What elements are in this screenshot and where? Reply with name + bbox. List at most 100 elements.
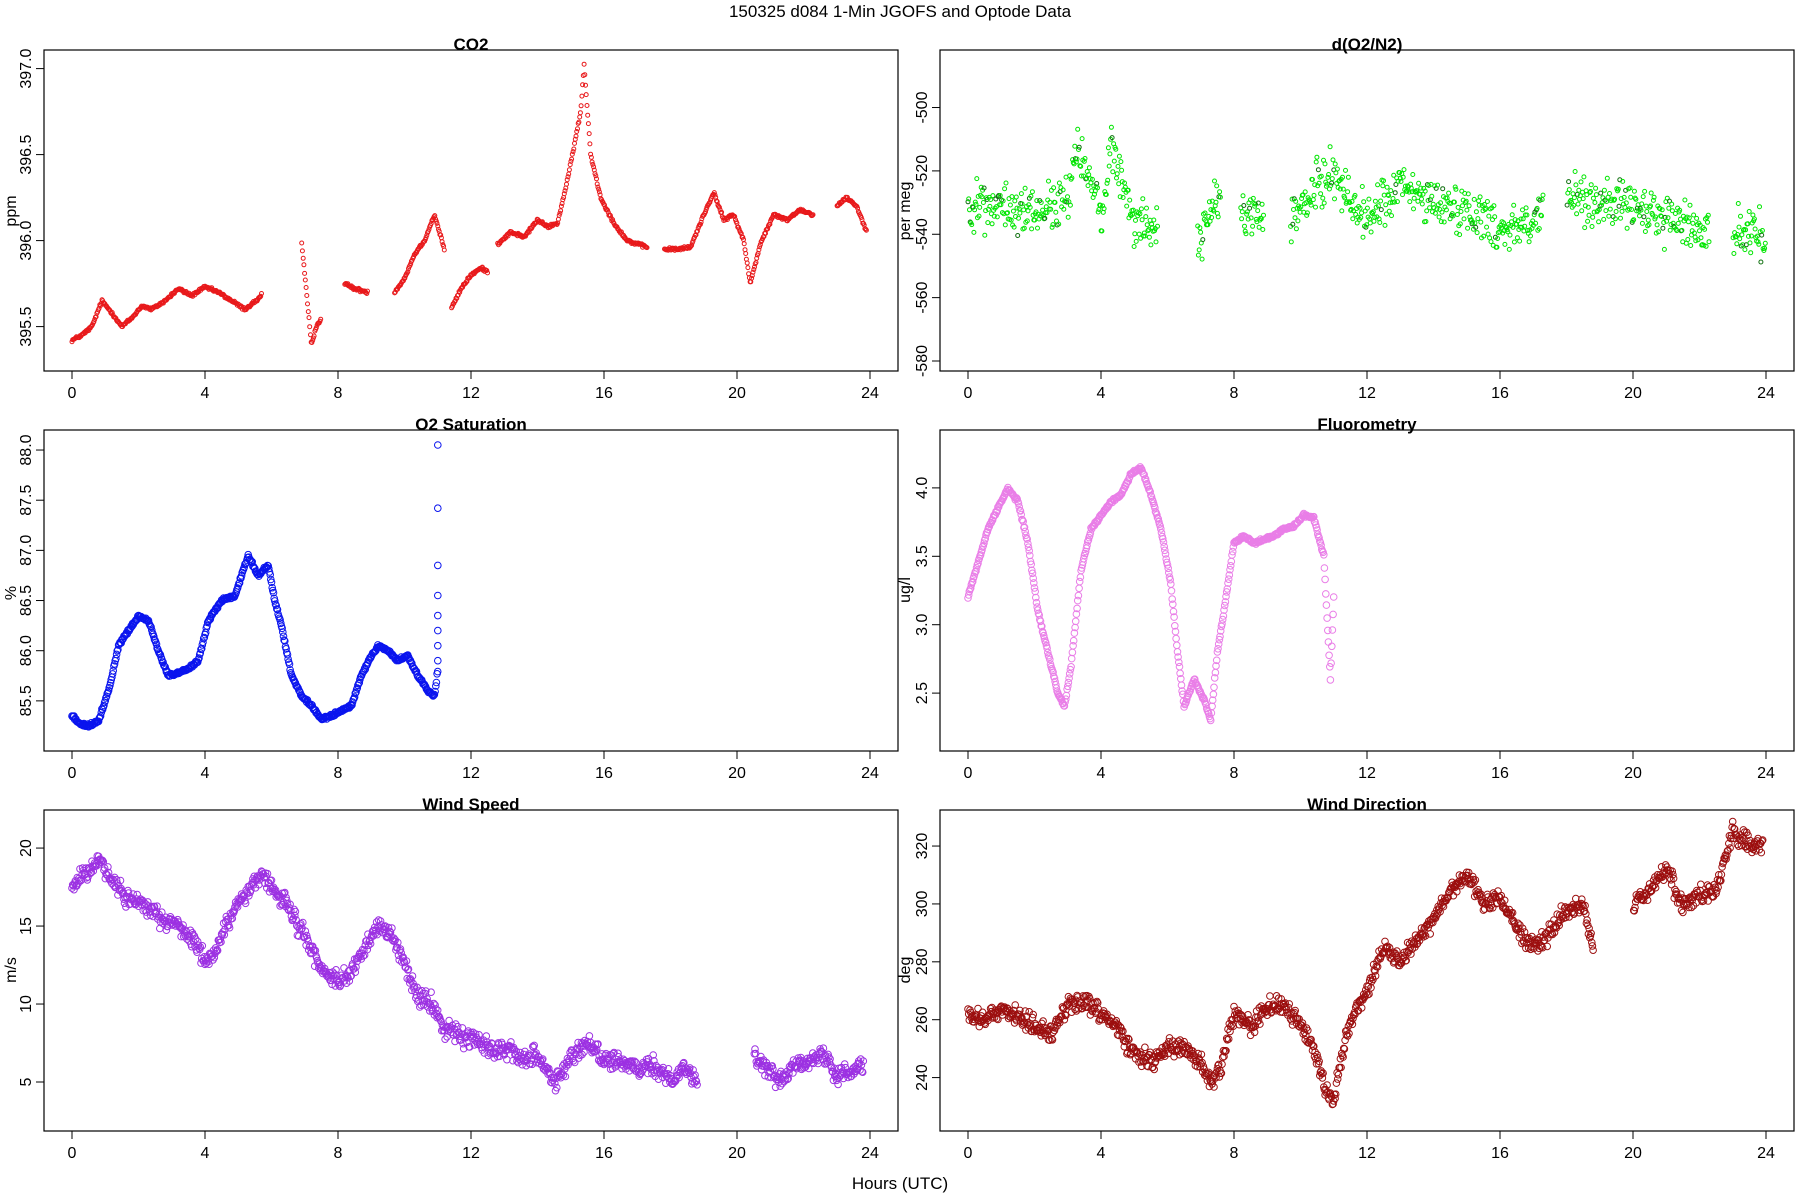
data-point [457, 289, 463, 295]
data-point [1473, 224, 1479, 230]
data-point [1321, 575, 1329, 584]
data-point [1106, 163, 1112, 169]
data-point [1644, 209, 1650, 214]
data-point [561, 191, 567, 197]
data-point [1739, 232, 1745, 238]
data-point [1607, 206, 1613, 212]
y-tick-label: 88.0 [18, 434, 35, 465]
data-point [1574, 211, 1580, 217]
data-point [1752, 226, 1758, 232]
data-point [1759, 232, 1765, 238]
data-point [1746, 233, 1751, 239]
data-point [1024, 218, 1030, 224]
data-point [112, 650, 121, 659]
data-point [1081, 158, 1087, 164]
data-point [1419, 196, 1424, 202]
data-point [1249, 231, 1255, 237]
data-point [318, 316, 324, 322]
data-point [586, 131, 592, 137]
data-point [559, 201, 565, 206]
data-point [1530, 218, 1536, 224]
data-point [1357, 205, 1363, 211]
data-point [1038, 200, 1044, 205]
data-point [1476, 202, 1482, 208]
data-point [1392, 190, 1398, 196]
data-point [1574, 191, 1580, 197]
data-point [988, 211, 994, 217]
data-point [1686, 219, 1691, 225]
data-point [1144, 222, 1150, 228]
data-point [1302, 189, 1308, 195]
data-point [1241, 203, 1247, 208]
data-point [1016, 206, 1022, 212]
data-point [1401, 167, 1407, 173]
data-point [1230, 1002, 1238, 1011]
data-point [756, 247, 762, 253]
data-point [304, 293, 310, 298]
data-point [1566, 187, 1572, 193]
data-point [752, 264, 757, 270]
data-point [1517, 238, 1523, 244]
data-point [1411, 206, 1416, 212]
data-point [1706, 239, 1712, 245]
data-point [767, 221, 773, 227]
data-point [1630, 218, 1636, 224]
plot-frame [43, 429, 899, 752]
data-point [1029, 226, 1035, 232]
data-point [1056, 180, 1062, 186]
data-point [1213, 199, 1219, 205]
y-tick-label: 15 [18, 917, 35, 935]
data-point [1132, 231, 1138, 237]
plot-frame [43, 49, 899, 372]
data-point [1068, 648, 1077, 657]
data-point [1685, 237, 1691, 242]
data-point [1512, 217, 1518, 223]
data-point [1397, 175, 1403, 181]
plot-title: Fluorometry [1317, 415, 1417, 434]
data-point [485, 270, 490, 276]
y-axis-label: m/s [3, 957, 20, 983]
data-point [1601, 187, 1607, 193]
data-point [1705, 212, 1711, 218]
data-point [1586, 212, 1592, 218]
data-point [1641, 214, 1647, 220]
data-point [1116, 153, 1122, 159]
data-point [1025, 208, 1031, 214]
data-point [1475, 216, 1481, 222]
data-point [998, 202, 1004, 208]
data-point [1619, 208, 1625, 214]
x-tick-label: 0 [68, 765, 77, 782]
data-point [711, 190, 717, 196]
data-point [1582, 225, 1588, 231]
data-point [571, 146, 577, 152]
data-point [1536, 226, 1542, 232]
data-point [1604, 199, 1610, 204]
data-point [269, 588, 278, 597]
data-point [697, 221, 703, 227]
data-point [445, 1016, 453, 1025]
data-point [1593, 185, 1599, 191]
data-point [1067, 202, 1073, 208]
data-point [1247, 205, 1253, 211]
data-point [1120, 195, 1126, 200]
data-point [1115, 163, 1121, 169]
data-point [1640, 194, 1646, 200]
data-point [91, 319, 97, 325]
data-point [1075, 584, 1083, 593]
data-point [1383, 211, 1389, 217]
data-point [1116, 181, 1122, 187]
data-point [572, 140, 577, 146]
data-point [266, 570, 275, 579]
data-point [1107, 151, 1113, 157]
data-point [1253, 201, 1258, 207]
data-point [1511, 202, 1517, 208]
data-point [1650, 197, 1656, 203]
data-point [1495, 236, 1501, 241]
data-point [1259, 201, 1265, 207]
data-point [1577, 193, 1583, 199]
panel-o2n2: d(O2/N2) per meg 0 4 8 12 16 20 24-500-520-540… [897, 35, 1795, 402]
data-point [108, 670, 117, 678]
data-point [1307, 199, 1313, 205]
data-point [1086, 172, 1092, 178]
